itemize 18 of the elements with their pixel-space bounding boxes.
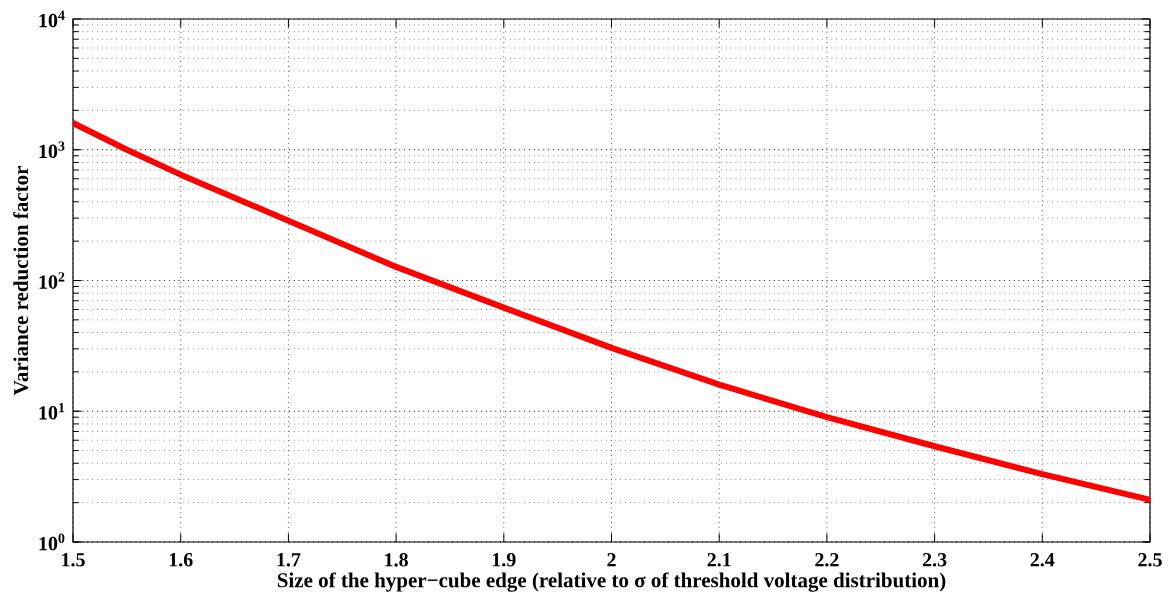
x-tick-label: 1.5 [62, 553, 85, 567]
x-tick-label: 2.1 [707, 553, 731, 567]
x-tick-label: 1.7 [277, 553, 301, 567]
x-tick-label: 2.5 [1138, 553, 1162, 567]
y-tick-label: 10$^{1}$ [39, 402, 65, 420]
y-tick-label: 10$^{4}$ [39, 10, 65, 28]
y-tick-label: 10$^{3}$ [39, 141, 65, 159]
x-tick-label: 2.2 [815, 553, 839, 567]
x-tick-label: 2.3 [922, 553, 947, 567]
y-tick-label: 10$^{2}$ [39, 272, 65, 289]
x-tick-label: 1.9 [492, 553, 516, 567]
y-tick-label: 10$^{0}$ [39, 533, 65, 551]
x-tick-label: 1.8 [385, 553, 408, 567]
y-axis-title: Variance reduction factor [13, 166, 29, 396]
x-axis-title: Size of the hyper−cube edge (relative to σ of threshold voltage distribution) [277, 572, 946, 592]
x-tick-label: 1.6 [169, 553, 193, 567]
x-tick-label: 2 [607, 553, 616, 567]
x-tick-label: 2.4 [1030, 553, 1055, 567]
